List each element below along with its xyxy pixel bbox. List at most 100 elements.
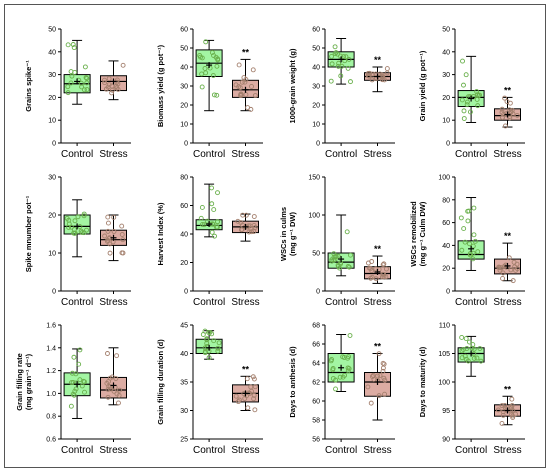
data-point — [345, 65, 351, 71]
panel-11: 56 58 60 62 64 66 68 Days to anthesis (d) Contro… — [288, 323, 395, 456]
data-point — [249, 229, 254, 235]
data-point — [252, 93, 258, 98]
data-point — [332, 257, 338, 263]
data-point — [105, 214, 111, 220]
y-tick-label: 10 — [180, 122, 188, 129]
data-point — [79, 383, 85, 389]
data-point — [81, 211, 87, 217]
data-point — [470, 342, 476, 348]
data-point — [73, 380, 79, 386]
y-tick-label: 20 — [180, 260, 188, 267]
panel-8: 0 20 40 60 80 100 WSCs remobilized (mg g⁻¹ Culm… — [409, 175, 525, 308]
y-tick-label: 35 — [180, 380, 188, 387]
data-point — [79, 84, 85, 90]
boxplot-grid: 0 10 20 30 40 50 Grains spike⁻¹ Control Stress 0 1… — [15, 27, 525, 456]
significance-label: ** — [504, 231, 512, 241]
data-point — [346, 56, 352, 62]
data-point — [463, 336, 469, 342]
y-axis-label: Harvest Index (%) — [156, 202, 165, 265]
data-point — [71, 354, 77, 360]
data-point — [369, 274, 375, 280]
data-point — [462, 239, 468, 245]
data-point — [251, 396, 257, 402]
data-point — [202, 328, 208, 334]
data-point — [235, 399, 241, 405]
data-point — [102, 77, 107, 83]
data-point — [379, 77, 385, 83]
x-category-label: Control — [61, 149, 93, 160]
y-tick-label: 0 — [446, 289, 450, 296]
data-point — [65, 84, 71, 90]
data-point — [347, 333, 353, 338]
y-tick-label: 64 — [312, 361, 320, 368]
data-point — [84, 75, 90, 81]
data-point — [69, 380, 74, 386]
data-point — [376, 351, 382, 357]
data-point — [474, 92, 480, 98]
data-point — [245, 405, 251, 411]
data-point — [332, 44, 338, 50]
data-point — [238, 91, 244, 97]
data-point — [373, 276, 379, 282]
panel-7: 0 50 100 150 WSCs in culms (mg g⁻¹ DW) Control… — [279, 175, 395, 308]
data-point — [460, 346, 466, 352]
y-axis-label: 1000-grain weight (g) — [288, 48, 297, 124]
y-tick-label: 150 — [308, 175, 320, 182]
y-axis-label: Grain filling duration (d) — [156, 339, 165, 425]
data-point — [65, 42, 71, 48]
data-point — [209, 201, 215, 207]
data-point — [212, 233, 217, 239]
y-tick-label: 40 — [180, 65, 188, 72]
data-point — [119, 232, 125, 237]
data-point — [69, 73, 75, 79]
data-point — [475, 103, 481, 109]
y-tick-label: 0 — [184, 289, 188, 296]
data-point — [83, 75, 89, 81]
panel-12: 90 95 100 105 110 Days to maturity (d) Control… — [418, 323, 525, 456]
data-point — [199, 205, 205, 210]
data-point — [77, 347, 83, 353]
y-tick-label: 40 — [312, 65, 320, 72]
data-point — [213, 54, 219, 60]
data-point — [508, 109, 514, 115]
data-point — [78, 228, 84, 234]
data-point — [332, 51, 338, 57]
data-point — [461, 108, 467, 114]
data-point — [477, 92, 482, 98]
data-point — [215, 190, 220, 196]
data-point — [75, 214, 81, 220]
data-point — [495, 407, 501, 413]
data-point — [467, 241, 472, 247]
data-point — [461, 116, 467, 121]
y-tick-label: 45 — [180, 323, 188, 330]
y-tick-label: 10 — [312, 122, 320, 129]
y-tick-label: 110 — [439, 323, 450, 330]
data-point — [215, 345, 221, 351]
data-point — [337, 374, 343, 380]
data-point — [250, 374, 256, 380]
data-point — [84, 227, 89, 233]
data-point — [81, 379, 87, 385]
data-point — [114, 353, 120, 359]
data-point — [70, 42, 76, 47]
data-point — [329, 357, 335, 362]
data-point — [72, 69, 78, 75]
data-point — [344, 229, 350, 235]
data-point — [251, 229, 257, 234]
y-tick-label: 100 — [438, 175, 450, 182]
data-point — [252, 384, 258, 390]
data-point — [367, 70, 373, 76]
data-point — [211, 207, 217, 213]
data-point — [109, 87, 115, 93]
data-point — [467, 109, 473, 115]
significance-label: ** — [374, 342, 382, 352]
data-point — [64, 215, 70, 221]
data-point — [458, 215, 464, 221]
y-tick-label: 50 — [48, 27, 56, 34]
data-point — [333, 50, 339, 56]
data-point — [463, 356, 469, 362]
data-point — [106, 236, 112, 242]
data-point — [335, 63, 341, 69]
data-point — [508, 267, 514, 273]
y-tick-label: 30 — [48, 72, 56, 79]
